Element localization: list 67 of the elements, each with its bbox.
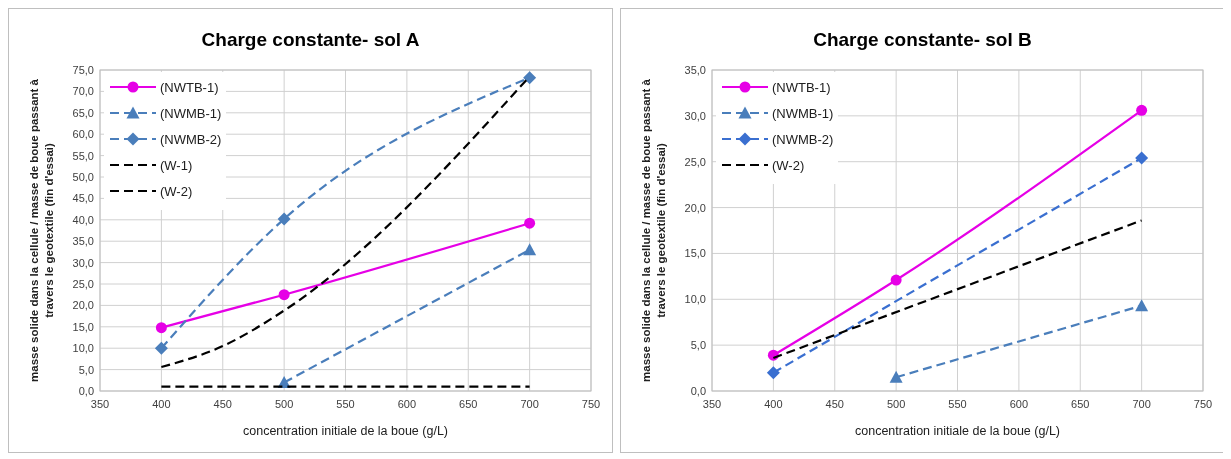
y-tick-label: 15,0: [72, 320, 94, 333]
y-tick-label: 40,0: [72, 213, 94, 226]
y-tick-label: 35,0: [72, 235, 94, 248]
chart-title: Charge constante- sol A: [201, 29, 420, 50]
x-tick-label: 700: [520, 398, 539, 410]
y-tick-label: 0,0: [78, 385, 94, 397]
y-tick-label: 60,0: [72, 128, 94, 141]
y-axis-title: masse solide dans la cellule / masse de boue passant à travers le geotextile (fin d'essai): [28, 78, 55, 382]
x-tick-label: 600: [1009, 398, 1029, 410]
point: [766, 366, 780, 380]
x-tick-label: 550: [336, 398, 355, 410]
y-tick-label: 70,0: [72, 85, 94, 98]
x-tick-label: 450: [213, 398, 232, 410]
y-tick-label: 0,0: [690, 385, 706, 397]
y-tick-label: 20,0: [72, 299, 94, 312]
point: [1135, 151, 1149, 165]
y-tick-label: 30,0: [684, 109, 706, 122]
y-tick-label: 25,0: [684, 155, 706, 168]
y-tick-label: 45,0: [72, 192, 94, 205]
x-tick-label: 400: [152, 398, 171, 410]
point: [524, 217, 536, 229]
x-tick-label: 450: [825, 398, 844, 410]
y-axis-title: masse solide dans la cellule / masse de boue passant à travers le geotextile (fin d'essai): [640, 78, 667, 382]
point: [890, 274, 902, 286]
x-axis-title: concentration initiale de la boue (g/L): [243, 424, 448, 438]
y-tick-label: 65,0: [72, 106, 94, 119]
point: [1136, 104, 1148, 116]
x-tick-label: 400: [764, 398, 783, 410]
legend-label: (W-2): [772, 158, 805, 173]
x-tick-label: 500: [274, 398, 294, 410]
legend-label: (W-2): [160, 184, 193, 199]
y-tick-label: 75,0: [72, 64, 94, 76]
legend-label: (W-1): [160, 158, 193, 173]
y-tick-label: 10,0: [72, 342, 94, 355]
legend-label: (NWMB-1): [160, 106, 222, 121]
legend-label: (NWTB-1): [160, 80, 219, 95]
x-tick-label: 750: [1193, 398, 1213, 410]
chart-title: Charge constante- sol B: [813, 29, 1032, 50]
point: [155, 322, 167, 334]
x-tick-label: 700: [1132, 398, 1151, 410]
y-tick-label: 30,0: [72, 256, 94, 269]
x-tick-label: 350: [702, 398, 722, 410]
point: [154, 341, 168, 355]
point: [523, 71, 537, 85]
legend-label: (NWMB-1): [772, 106, 834, 121]
y-tick-label: 15,0: [684, 247, 706, 260]
y-tick-label: 35,0: [684, 64, 706, 76]
x-tick-label: 650: [459, 398, 478, 410]
y-tick-label: 25,0: [72, 278, 94, 290]
x-tick-label: 750: [581, 398, 601, 410]
y-tick-label: 5,0: [78, 363, 94, 376]
y-tick-label: 10,0: [684, 293, 706, 306]
x-tick-label: 600: [397, 398, 417, 410]
x-tick-label: 650: [1071, 398, 1090, 410]
y-tick-label: 50,0: [72, 171, 94, 183]
y-tick-label: 55,0: [72, 149, 94, 162]
x-tick-label: 350: [90, 398, 110, 410]
legend-label: (NWMB-2): [772, 132, 834, 147]
point: [278, 289, 290, 301]
legend-label: (NWTB-1): [772, 80, 831, 95]
x-axis-title: concentration initiale de la boue (g/L): [855, 424, 1060, 438]
point: [277, 212, 291, 226]
y-tick-label: 20,0: [684, 201, 706, 214]
legend-label: (NWMB-2): [160, 132, 222, 147]
x-tick-label: 500: [886, 398, 906, 410]
x-tick-label: 550: [948, 398, 967, 410]
y-tick-label: 5,0: [690, 339, 706, 352]
